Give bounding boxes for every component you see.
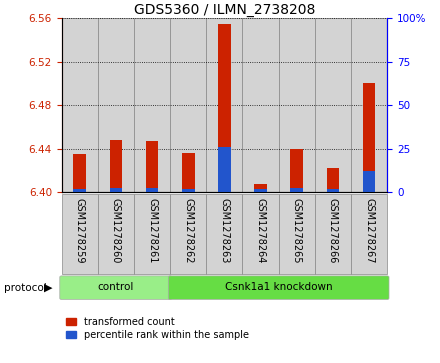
Bar [73, 154, 86, 192]
Bar [206, 18, 242, 192]
Bar [351, 18, 387, 192]
Bar [254, 189, 267, 192]
Bar [98, 18, 134, 192]
Text: GSM1278259: GSM1278259 [75, 198, 84, 264]
Legend: transformed count, percentile rank within the sample: transformed count, percentile rank withi… [66, 317, 249, 340]
Bar [110, 188, 122, 192]
Bar [242, 18, 279, 192]
Text: GSM1278260: GSM1278260 [111, 198, 121, 264]
Text: protocol: protocol [4, 283, 47, 293]
Bar [315, 18, 351, 192]
Bar [290, 188, 303, 192]
Text: GSM1278262: GSM1278262 [183, 198, 193, 264]
Bar [206, 194, 242, 274]
Bar [134, 194, 170, 274]
Title: GDS5360 / ILMN_2738208: GDS5360 / ILMN_2738208 [134, 3, 315, 17]
Bar [242, 194, 279, 274]
Bar [290, 149, 303, 192]
Bar [326, 168, 339, 192]
Bar [363, 171, 375, 192]
Bar [170, 194, 206, 274]
Bar [218, 147, 231, 192]
Text: ▶: ▶ [44, 283, 52, 293]
FancyBboxPatch shape [60, 276, 172, 299]
Bar [254, 184, 267, 192]
Bar [170, 18, 206, 192]
Bar [315, 194, 351, 274]
Bar [351, 194, 387, 274]
Text: GSM1278264: GSM1278264 [256, 198, 266, 264]
Text: Csnk1a1 knockdown: Csnk1a1 knockdown [225, 282, 333, 292]
Bar [62, 18, 98, 192]
Bar [62, 194, 98, 274]
Bar [363, 83, 375, 192]
Bar [279, 194, 315, 274]
Bar [279, 18, 315, 192]
Text: GSM1278267: GSM1278267 [364, 198, 374, 264]
Text: control: control [98, 282, 134, 292]
Bar [182, 153, 194, 192]
Text: GSM1278261: GSM1278261 [147, 198, 157, 264]
Bar [110, 140, 122, 192]
Bar [73, 189, 86, 192]
Bar [146, 141, 158, 192]
FancyBboxPatch shape [169, 276, 389, 299]
Bar [146, 188, 158, 192]
Text: GSM1278263: GSM1278263 [220, 198, 229, 264]
Bar [98, 194, 134, 274]
Text: GSM1278265: GSM1278265 [292, 198, 302, 264]
Bar [134, 18, 170, 192]
Bar [218, 24, 231, 192]
Bar [326, 189, 339, 192]
Text: GSM1278266: GSM1278266 [328, 198, 338, 264]
Bar [182, 189, 194, 192]
